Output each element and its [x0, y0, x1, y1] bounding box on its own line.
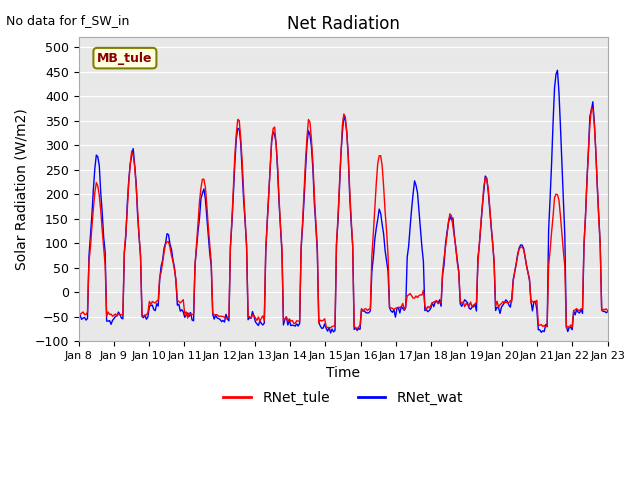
RNet_tule: [259, 313, 267, 319]
RNet_wat: [554, 68, 561, 73]
RNet_wat: [75, 315, 83, 321]
X-axis label: Time: Time: [326, 366, 360, 381]
Line: RNet_wat: RNet_wat: [79, 71, 607, 333]
Text: MB_tule: MB_tule: [97, 52, 153, 65]
RNet_wat: [604, 309, 611, 315]
RNet_tule: [232, 131, 240, 136]
RNet_wat: [232, 136, 240, 142]
RNet_wat: [259, 322, 267, 328]
RNet_tule: [576, 308, 584, 313]
Line: RNet_tule: RNet_tule: [79, 108, 607, 329]
RNet_tule: [250, 312, 258, 318]
RNet_wat: [577, 306, 585, 312]
Title: Net Radiation: Net Radiation: [287, 15, 399, 33]
RNet_tule: [353, 326, 361, 332]
RNet_tule: [604, 308, 611, 313]
RNet_wat: [306, 132, 314, 138]
Text: No data for f_SW_in: No data for f_SW_in: [6, 14, 130, 27]
RNet_wat: [140, 315, 147, 321]
RNet_tule: [75, 311, 83, 316]
Y-axis label: Solar Radiation (W/m2): Solar Radiation (W/m2): [15, 108, 29, 270]
RNet_wat: [327, 330, 335, 336]
RNet_tule: [306, 120, 314, 125]
RNet_wat: [250, 313, 258, 319]
Legend: RNet_tule, RNet_wat: RNet_tule, RNet_wat: [218, 385, 468, 410]
RNet_tule: [589, 106, 596, 111]
RNet_tule: [140, 313, 147, 319]
